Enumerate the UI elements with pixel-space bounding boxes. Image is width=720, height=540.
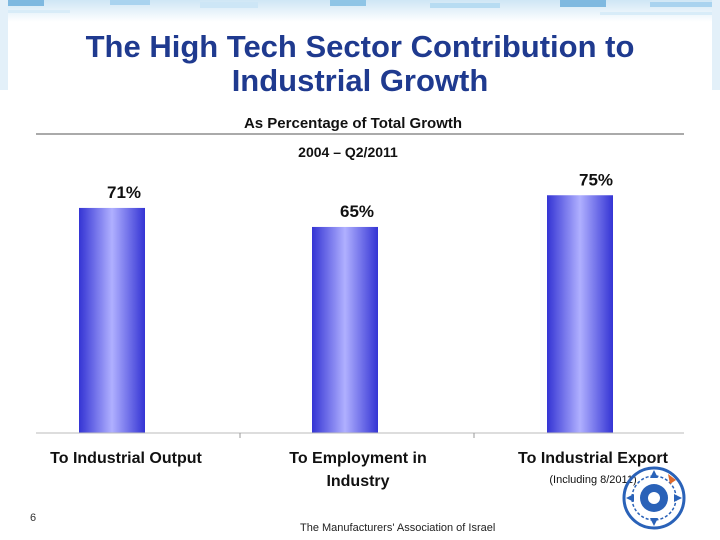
category-label: To Employment in <box>289 450 426 467</box>
top-band <box>0 0 720 22</box>
chart-title: As Percentage of Total Growth <box>244 115 462 132</box>
association-logo-icon <box>622 466 686 530</box>
category-label: Industry <box>326 473 389 490</box>
top-tile <box>560 0 606 7</box>
slide-title-line: Industrial Growth <box>231 63 489 98</box>
bar <box>312 226 378 433</box>
slide-title: The High Tech Sector Contribution to Ind… <box>0 30 720 98</box>
bar <box>547 195 613 433</box>
top-tile <box>650 2 720 7</box>
data-label: 65% <box>340 202 374 221</box>
left-band <box>0 0 8 90</box>
top-tile <box>430 3 500 8</box>
slide-title-line: The High Tech Sector Contribution to <box>85 29 635 64</box>
top-tile <box>110 0 150 5</box>
data-label: 71% <box>107 183 141 202</box>
category-label: To Industrial Export <box>518 450 669 467</box>
right-band <box>712 0 720 90</box>
top-tile <box>200 2 258 8</box>
category-label: To Industrial Output <box>50 450 202 467</box>
export-note: (Including 8/2011) <box>549 474 636 486</box>
data-label: 75% <box>579 170 613 189</box>
top-tile <box>0 0 44 6</box>
footer-organization: The Manufacturers' Association of Israel <box>300 522 496 534</box>
top-tile <box>0 10 70 13</box>
bar <box>79 207 145 433</box>
chart-subtitle: 2004 – Q2/2011 <box>298 144 398 160</box>
top-tile <box>330 0 366 6</box>
top-tile <box>600 12 720 15</box>
page-number: 6 <box>30 512 37 524</box>
plot-area: 71% To Industrial Output 65% To Employment … <box>50 170 668 490</box>
